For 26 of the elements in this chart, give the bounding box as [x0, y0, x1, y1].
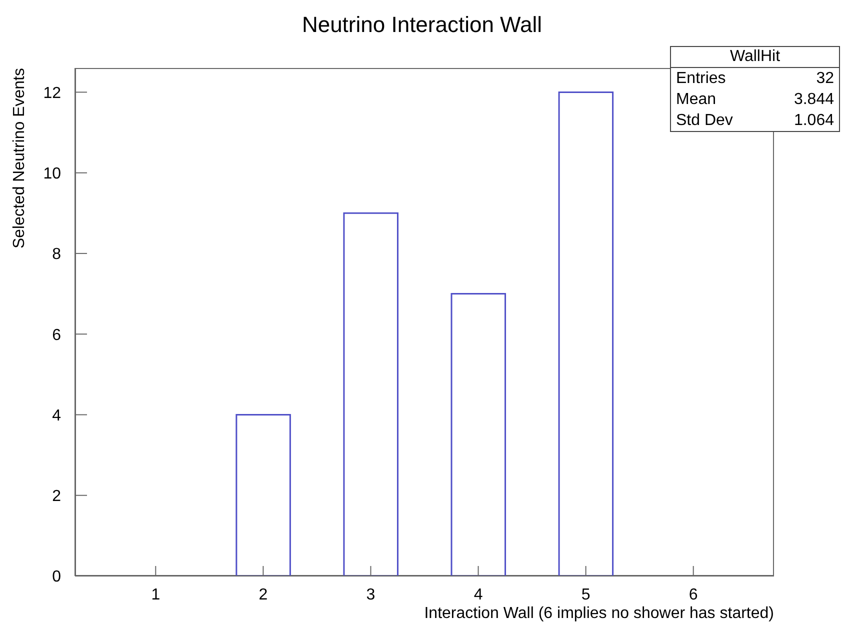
x-tick-label: 5	[581, 586, 590, 604]
y-tick-label: 12	[43, 84, 62, 102]
x-tick-label: 1	[151, 586, 160, 604]
text: 32	[816, 69, 834, 89]
text: WallHit	[671, 47, 839, 68]
text: 3.844	[794, 90, 834, 110]
y-axis-title: Selected Neutrino Events	[11, 68, 28, 249]
y-tick-label: 4	[52, 407, 62, 424]
x-tick-label: 2	[258, 586, 268, 604]
y-tick-label: 6	[52, 326, 62, 344]
x-tick-label: 3	[366, 586, 376, 604]
annotation: Entries	[676, 69, 726, 89]
chart-title: Neutrino Interaction Wall	[300, 12, 544, 38]
text: 1.064	[794, 111, 834, 131]
x-tick-label: 4	[474, 586, 483, 604]
y-tick-label: 0	[52, 568, 62, 586]
annotation: Mean	[676, 90, 716, 110]
x-tick-label: 6	[688, 586, 698, 604]
bar	[343, 212, 398, 576]
y-tick-label: 2	[52, 488, 62, 506]
annotation: Std Dev	[676, 111, 733, 131]
bar	[558, 91, 614, 576]
y-tick-label: 8	[52, 246, 62, 264]
y-tick-label: 10	[43, 166, 62, 183]
bar	[450, 293, 506, 576]
x-axis-title: Interaction Wall (6 implies no shower has started)	[424, 605, 774, 623]
